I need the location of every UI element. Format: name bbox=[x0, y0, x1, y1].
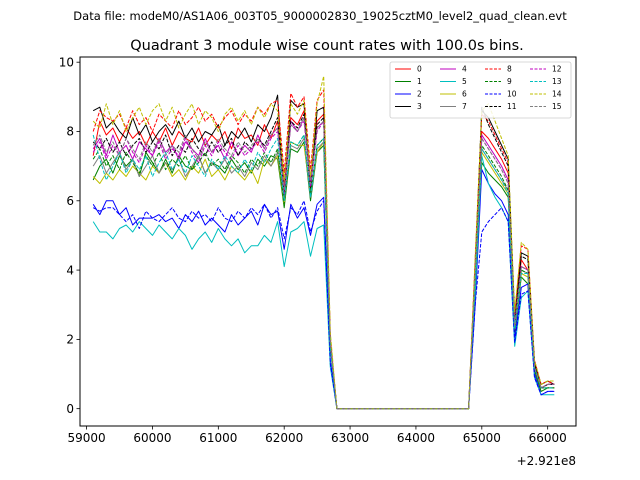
x-tick-label: 66000 bbox=[529, 431, 567, 445]
x-tick-label: 63000 bbox=[331, 431, 369, 445]
x-tick-label: 60000 bbox=[133, 431, 171, 445]
y-axis: 0 2 4 6 8 10 bbox=[59, 55, 80, 416]
x-axis: 59000 60000 61000 62000 63000 64000 65000 66000 bbox=[67, 426, 567, 445]
y-tick-label: 4 bbox=[66, 263, 74, 277]
legend-label-2: 2 bbox=[417, 90, 422, 99]
x-tick-label: 64000 bbox=[397, 431, 435, 445]
series-layer bbox=[92, 75, 555, 410]
series-line-13 bbox=[92, 134, 555, 410]
x-offset-label: +2.921e8 bbox=[517, 454, 576, 468]
series-line-5 bbox=[92, 155, 555, 410]
legend-label-5: 5 bbox=[462, 77, 467, 86]
legend-label-12: 12 bbox=[552, 65, 562, 74]
legend-label-7: 7 bbox=[462, 102, 467, 111]
legend-label-6: 6 bbox=[462, 90, 467, 99]
chart-title: Quadrant 3 module wise count rates with … bbox=[130, 38, 524, 54]
legend-label-3: 3 bbox=[417, 102, 422, 111]
y-tick-label: 0 bbox=[66, 402, 74, 416]
legend-label-11: 11 bbox=[507, 102, 517, 111]
legend-label-15: 15 bbox=[552, 102, 562, 111]
data-file-header: Data file: modeM0/AS1A06_003T05_90000028… bbox=[73, 9, 567, 23]
y-tick-label: 8 bbox=[66, 125, 74, 139]
plot-frame bbox=[79, 56, 577, 427]
x-tick-label: 59000 bbox=[67, 431, 105, 445]
series-line-10 bbox=[92, 200, 555, 410]
legend-box bbox=[389, 61, 572, 119]
legend-label-14: 14 bbox=[552, 90, 562, 99]
legend-label-9: 9 bbox=[507, 77, 512, 86]
legend-label-10: 10 bbox=[507, 90, 517, 99]
x-tick-label: 65000 bbox=[463, 431, 501, 445]
x-tick-label: 61000 bbox=[199, 431, 237, 445]
legend-label-1: 1 bbox=[417, 77, 422, 86]
series-line-2 bbox=[92, 169, 555, 410]
legend-label-13: 13 bbox=[552, 77, 562, 86]
y-tick-label: 6 bbox=[66, 194, 74, 208]
x-tick-label: 62000 bbox=[265, 431, 303, 445]
legend-label-8: 8 bbox=[507, 65, 512, 74]
y-tick-label: 2 bbox=[66, 333, 74, 347]
legend-label-4: 4 bbox=[462, 65, 467, 74]
series-line-11 bbox=[92, 106, 555, 410]
legend-label-0: 0 bbox=[417, 65, 422, 74]
series-line-14 bbox=[92, 75, 555, 410]
y-tick-label: 10 bbox=[59, 55, 74, 69]
